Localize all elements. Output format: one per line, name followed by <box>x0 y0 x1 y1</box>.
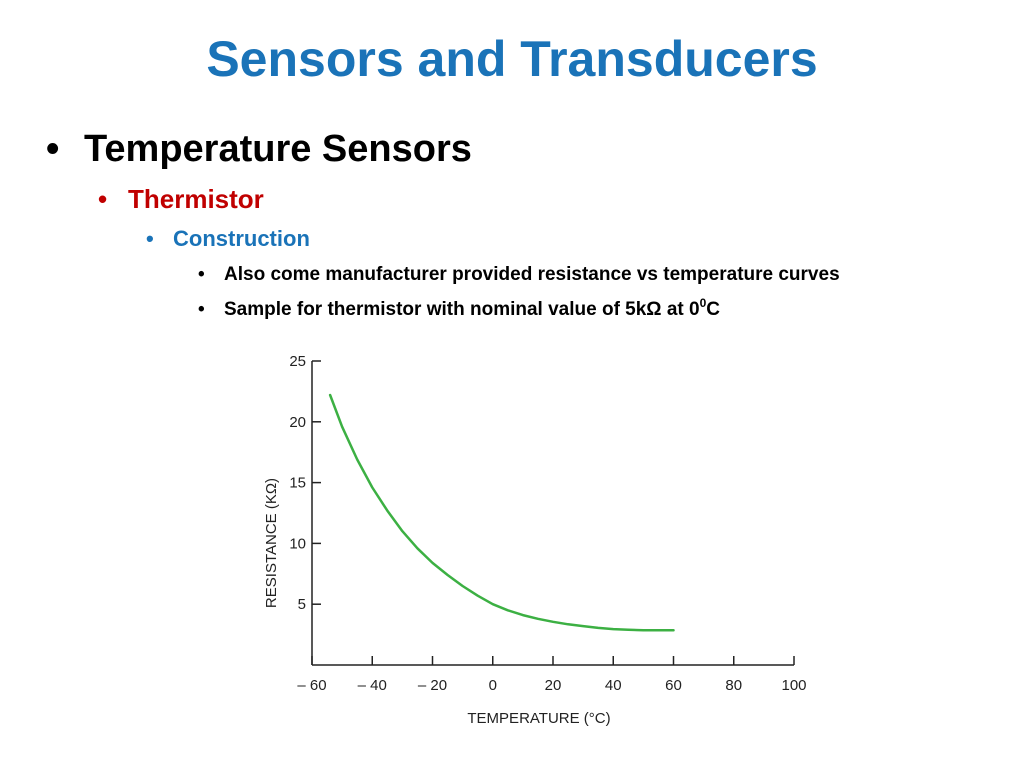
y-axis-label: RESISTANCE (KΩ) <box>263 478 280 608</box>
resistance-temperature-chart: – 60 – 40 – 20 0 20 40 60 80 100 5 10 15 20 25 TEMPE… <box>263 353 807 727</box>
bullet-text: Sample for thermistor with nominal value… <box>224 299 700 320</box>
bullet-manufacturer-curves: • Also come manufacturer provided resista… <box>198 264 840 286</box>
superscript-zero: 0 <box>699 296 707 310</box>
bullet-text: Also come manufacturer provided resistan… <box>224 264 840 285</box>
chart-series <box>328 393 675 632</box>
x-ticks: – 60 – 40 – 20 0 20 40 60 80 100 <box>297 656 807 694</box>
bullet-thermistor: • Thermistor <box>98 184 264 215</box>
x-tick-label: 60 <box>665 677 682 694</box>
bullet-construction: • Construction <box>146 226 310 252</box>
unit-celsius: C <box>706 299 720 320</box>
bullet-glyph: • <box>198 264 205 285</box>
slide-title: Sensors and Transducers <box>206 31 818 87</box>
bullet-glyph: • <box>98 184 108 214</box>
bullet-glyph: • <box>198 299 205 320</box>
y-tick-label: 20 <box>289 414 306 431</box>
chart-axes <box>311 361 794 666</box>
x-tick-label: 80 <box>725 677 742 694</box>
x-tick-label: 40 <box>605 677 622 694</box>
bullet-text: Temperature Sensors <box>84 128 472 170</box>
bullet-text: Thermistor <box>128 184 264 214</box>
y-tick-label: 15 <box>289 475 306 492</box>
bullet-text: Construction <box>173 226 310 251</box>
y-tick-label: 25 <box>289 353 306 370</box>
bullet-glyph: • <box>146 226 154 251</box>
y-tick-label: 10 <box>289 535 306 552</box>
x-tick-label: 0 <box>489 677 497 694</box>
x-tick-label: – 60 <box>297 677 326 694</box>
x-axis-label: TEMPERATURE (°C) <box>467 710 610 727</box>
x-tick-label: 100 <box>781 677 806 694</box>
y-tick-label: 5 <box>298 596 306 613</box>
y-ticks: 5 10 15 20 25 <box>289 353 321 613</box>
x-tick-label: – 40 <box>358 677 387 694</box>
bullet-glyph: • <box>46 128 60 170</box>
x-tick-label: 20 <box>545 677 562 694</box>
bullet-temperature-sensors: • Temperature Sensors <box>46 128 472 171</box>
x-tick-label: – 20 <box>418 677 447 694</box>
bullet-sample-thermistor: • Sample for thermistor with nominal valu… <box>198 296 720 321</box>
resistance-curve <box>328 393 675 632</box>
